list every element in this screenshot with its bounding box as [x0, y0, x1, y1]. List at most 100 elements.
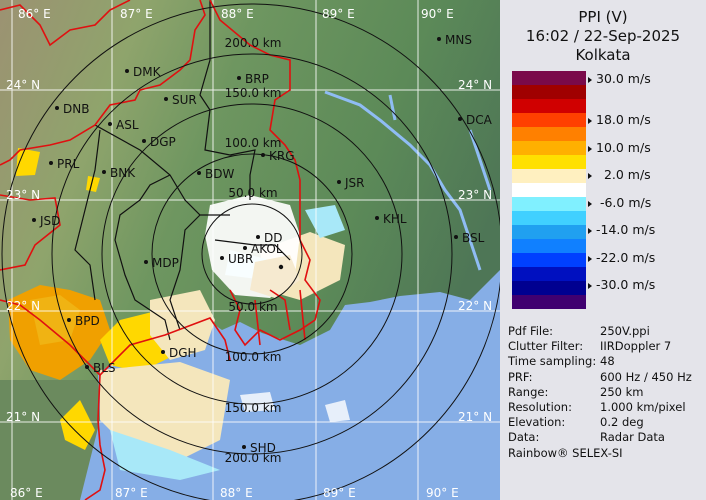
city-label: MNS — [445, 33, 472, 47]
radar-site-marker — [278, 264, 284, 270]
rivers — [324, 90, 492, 271]
legend-tick-label: 10.0 m/s — [588, 140, 651, 155]
radar-map[interactable]: 200.0 km 150.0 km 100.0 km 50.0 km 50.0 … — [0, 0, 500, 500]
city-dot — [242, 445, 246, 449]
city-dot — [197, 171, 201, 175]
lon-label: 86° E — [18, 7, 51, 21]
legend-band — [512, 281, 586, 295]
city-label: MDP — [152, 256, 179, 270]
city-dot — [102, 170, 106, 174]
lat-label: 24° N — [458, 78, 492, 92]
graticule-labels: 86° E 87° E 88° E 89° E 90° E 86° E 87° … — [6, 7, 492, 500]
lat-label: 23° N — [6, 188, 40, 202]
city-dot — [261, 153, 265, 157]
city-markers: DMK BRP SUR DNB ASL DGP PRL BNK KRG BDW JSR MNS DCA K… — [32, 33, 493, 455]
info-value: IIRDoppler 7 — [600, 339, 672, 354]
city-label: PRL — [57, 157, 80, 171]
lon-label: 88° E — [221, 7, 254, 21]
info-row: Pdf File: 250V.ppi — [508, 324, 692, 339]
city-dot — [32, 218, 36, 222]
legend-band — [512, 99, 586, 113]
city-dot — [161, 350, 165, 354]
site-name: Kolkata — [575, 46, 631, 64]
city-label: DD — [264, 231, 282, 245]
product-title: PPI (V) — [578, 8, 628, 26]
info-row: Data: Radar Data — [508, 430, 692, 445]
range-label-150-south: 150.0 km — [225, 401, 282, 415]
info-value: 250 km — [600, 384, 644, 399]
legend-band — [512, 85, 586, 99]
lat-label: 23° N — [458, 188, 492, 202]
brand-text: Rainbow® SELEX-SI — [508, 446, 623, 460]
range-label-100-north: 100.0 km — [225, 136, 282, 150]
city-label: DGP — [150, 135, 176, 149]
range-label-50-north: 50.0 km — [228, 186, 277, 200]
info-key: PRF: — [508, 369, 533, 384]
city-dot — [337, 180, 341, 184]
city-dot — [375, 216, 379, 220]
legend-band — [512, 267, 586, 281]
scan-info: Pdf File: 250V.ppi Clutter Filter: IIRDoppl… — [508, 324, 692, 446]
lon-label: 86° E — [10, 486, 43, 500]
info-value: 250V.ppi — [600, 324, 650, 338]
scan-datetime: 16:02 / 22-Sep-2025 — [525, 27, 681, 45]
city-label: DNB — [63, 102, 89, 116]
city-dot — [55, 106, 59, 110]
info-key: Elevation: — [508, 415, 566, 430]
legend-band — [512, 211, 586, 225]
city-dot — [108, 122, 112, 126]
info-key: Time sampling: — [508, 354, 597, 369]
city-dot — [437, 37, 441, 41]
legend-band — [512, 113, 586, 127]
lat-label: 22° N — [458, 299, 492, 313]
range-label-50-south: 50.0 km — [228, 300, 277, 314]
legend-band — [512, 239, 586, 253]
district-boundaries — [74, 0, 291, 341]
legend-band — [512, 169, 586, 183]
city-dot — [458, 117, 462, 121]
legend-tick-label: 2.0 m/s — [588, 167, 651, 182]
city-dot — [454, 235, 458, 239]
range-label-150-north: 150.0 km — [225, 86, 282, 100]
lon-label: 89° E — [322, 7, 355, 21]
info-key: Pdf File: — [508, 324, 554, 338]
state-boundaries — [0, 0, 321, 500]
legend-band — [512, 141, 586, 155]
info-row: Clutter Filter: IIRDoppler 7 — [508, 339, 692, 354]
lon-label: 87° E — [120, 7, 153, 21]
legend-tick-label: 30.0 m/s — [588, 71, 651, 86]
city-label: KRG — [269, 149, 295, 163]
lat-label: 21° N — [458, 410, 492, 424]
city-label: BSL — [462, 231, 485, 245]
lat-label: 21° N — [6, 410, 40, 424]
range-label-200-north: 200.0 km — [225, 36, 282, 50]
city-label: BRP — [245, 72, 269, 86]
range-label-200-south: 200.0 km — [225, 451, 282, 465]
info-row: Resolution: 1.000 km/pixel — [508, 400, 692, 415]
graticule — [0, 0, 500, 500]
city-label: BLS — [93, 361, 116, 375]
lat-label: 22° N — [6, 299, 40, 313]
legend-band — [512, 183, 586, 197]
info-key: Resolution: — [508, 400, 572, 415]
lon-label: 90° E — [426, 486, 459, 500]
legend-band — [512, 225, 586, 239]
legend-tick-label: -6.0 m/s — [588, 195, 651, 210]
city-dot — [142, 139, 146, 143]
city-dot — [67, 318, 71, 322]
city-label: BDW — [205, 167, 234, 181]
city-label: JSD — [39, 214, 60, 228]
info-key: Range: — [508, 384, 549, 399]
lat-label: 24° N — [6, 78, 40, 92]
city-dot — [49, 161, 53, 165]
city-dot — [164, 97, 168, 101]
legend-band — [512, 71, 586, 85]
lon-label: 87° E — [115, 486, 148, 500]
city-label: BPD — [75, 314, 100, 328]
info-value: 48 — [600, 354, 615, 369]
velocity-color-scale — [512, 71, 586, 309]
lon-label: 88° E — [220, 486, 253, 500]
legend-tick-label: 18.0 m/s — [588, 112, 651, 127]
city-dot — [243, 246, 247, 250]
range-labels: 200.0 km 150.0 km 100.0 km 50.0 km 50.0 … — [225, 36, 282, 465]
